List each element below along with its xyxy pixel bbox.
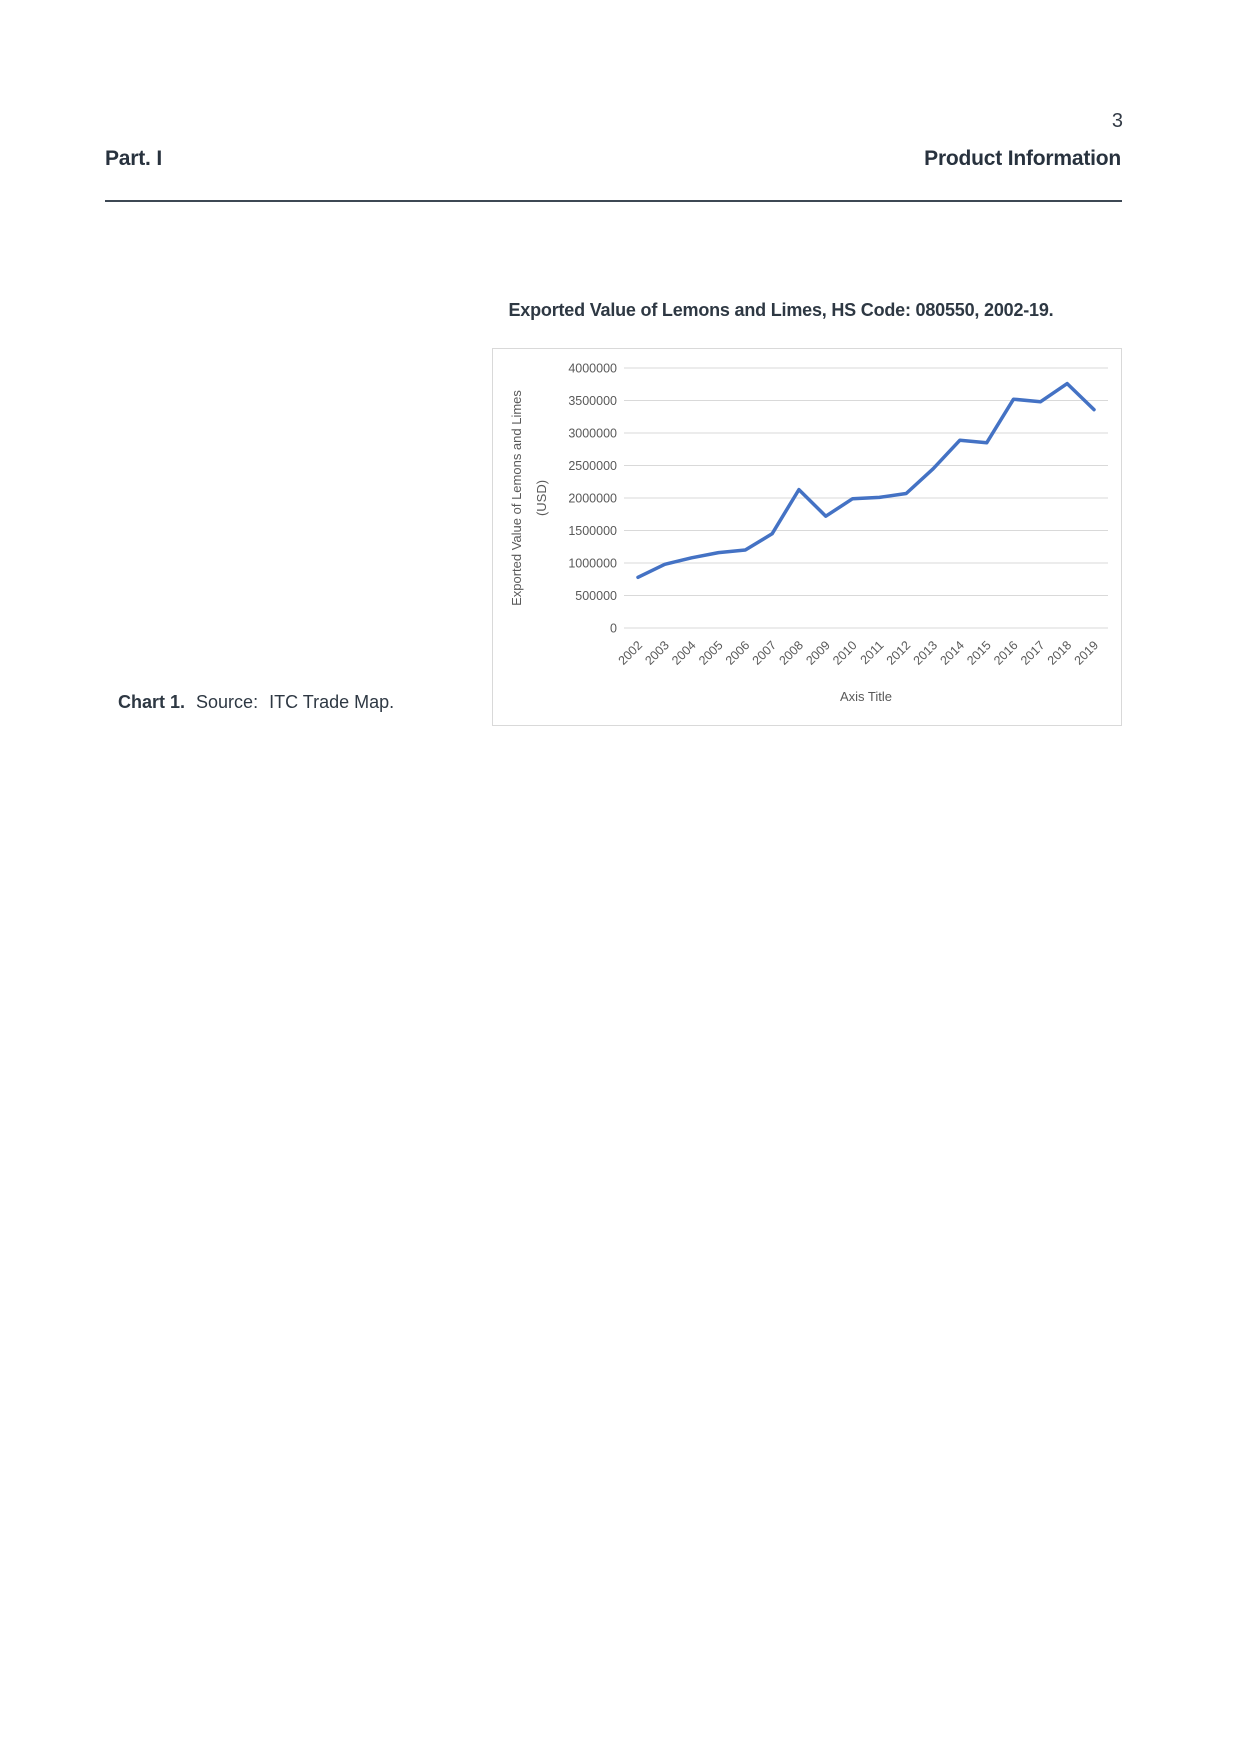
header-rule bbox=[105, 200, 1122, 202]
y-tick-label: 1000000 bbox=[568, 557, 617, 571]
caption-source-value: ITC Trade Map. bbox=[269, 692, 395, 712]
figure-caption: Chart 1. Source: ITC Trade Map. bbox=[118, 692, 394, 713]
x-tick-label: 2016 bbox=[991, 638, 1021, 668]
y-tick-label: 2000000 bbox=[568, 492, 617, 506]
x-tick-label: 2008 bbox=[776, 638, 806, 668]
x-tick-label: 2017 bbox=[1018, 638, 1048, 668]
x-tick-label: 2018 bbox=[1045, 638, 1075, 668]
x-tick-label: 2010 bbox=[830, 638, 860, 668]
y-tick-label: 0 bbox=[610, 622, 617, 636]
y-tick-label: 500000 bbox=[575, 589, 617, 603]
y-tick-label: 1500000 bbox=[568, 524, 617, 538]
x-tick-label: 2019 bbox=[1072, 638, 1102, 668]
y-tick-label: 2500000 bbox=[568, 459, 617, 473]
x-axis-title: Axis Title bbox=[840, 689, 892, 704]
chart-title: Exported Value of Lemons and Limes, HS C… bbox=[508, 300, 1054, 320]
x-tick-label: 2012 bbox=[884, 638, 914, 668]
y-tick-label: 4000000 bbox=[568, 362, 617, 376]
header-chapter-title: Product Information bbox=[924, 147, 1121, 170]
y-axis-title-line1: Exported Value of Lemons and Limes bbox=[509, 390, 524, 606]
x-tick-label: 2015 bbox=[964, 638, 994, 668]
header-section-label: Part. I bbox=[105, 147, 162, 170]
x-tick-label: 2013 bbox=[911, 638, 941, 668]
y-axis-title-line2: (USD) bbox=[534, 480, 549, 516]
x-tick-label: 2002 bbox=[616, 638, 646, 668]
page-number: 3 bbox=[1111, 110, 1123, 132]
x-tick-label: 2005 bbox=[696, 638, 726, 668]
y-tick-label: 3500000 bbox=[568, 394, 617, 408]
x-tick-label: 2011 bbox=[858, 638, 887, 667]
x-tick-label: 2014 bbox=[937, 638, 967, 668]
x-tick-label: 2006 bbox=[723, 638, 753, 668]
caption-source-label: Source: bbox=[196, 692, 259, 712]
chart-figure: 0 500000 1000000 1500000 2000000 2500000 30000… bbox=[492, 348, 1122, 726]
x-tick-label: 2009 bbox=[803, 638, 833, 668]
x-tick-label: 2003 bbox=[642, 638, 672, 668]
x-tick-label: 2004 bbox=[669, 638, 699, 668]
series-line bbox=[636, 381, 1096, 580]
caption-label: Chart 1. bbox=[118, 692, 186, 712]
chart-canvas: 0 500000 1000000 1500000 2000000 2500000 30000… bbox=[509, 362, 1108, 704]
y-tick-label: 3000000 bbox=[568, 427, 617, 441]
x-tick-label: 2007 bbox=[750, 638, 780, 668]
